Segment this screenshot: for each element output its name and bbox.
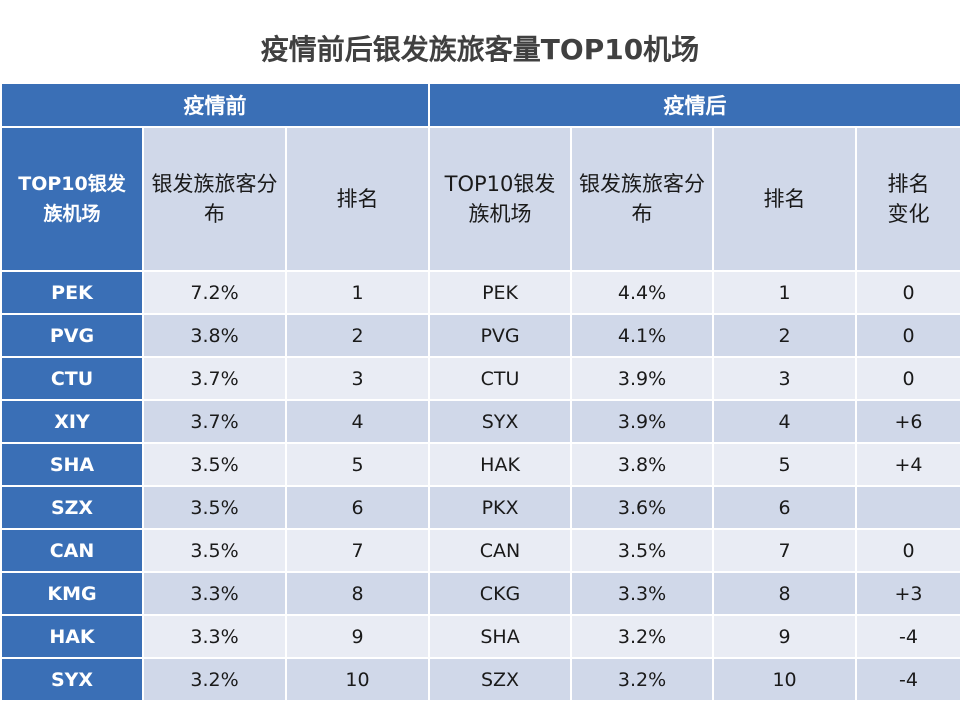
before-share-cell: 3.5% (142, 528, 287, 573)
after-share-cell: 3.5% (570, 528, 715, 573)
before-airport-cell: HAK (0, 614, 144, 659)
before-rank-cell: 5 (284, 442, 431, 487)
before-share-cell: 3.7% (142, 399, 287, 444)
page-title: 疫情前后银发族旅客量TOP10机场 (260, 33, 700, 66)
group-before: 疫情前 (0, 82, 431, 128)
after-share-cell: 3.3% (570, 571, 715, 616)
after-rank-cell: 2 (712, 313, 858, 358)
header-after-rank: 排名 (712, 126, 858, 272)
before-rank-cell: 3 (284, 356, 431, 401)
before-airport-cell: PEK (0, 270, 144, 315)
airport-ranking-table: 疫情前 疫情后 TOP10银发族机场 银发族旅客分布 排名 TOP10银发族机场… (0, 82, 960, 702)
after-airport-cell: HAK (428, 442, 573, 487)
before-share-cell: 3.8% (142, 313, 287, 358)
before-rank-cell: 4 (284, 399, 431, 444)
rank-change-cell: +6 (855, 399, 960, 444)
before-rank-cell: 1 (284, 270, 431, 315)
rank-change-cell: 0 (855, 528, 960, 573)
after-airport-cell: PEK (428, 270, 573, 315)
rank-change-cell: 0 (855, 313, 960, 358)
table-row: HAK 3.3% 9 SHA 3.2% 9 -4 (0, 614, 960, 659)
before-rank-cell: 2 (284, 313, 431, 358)
before-airport-cell: XIY (0, 399, 144, 444)
after-rank-cell: 8 (712, 571, 858, 616)
before-share-cell: 3.3% (142, 571, 287, 616)
before-airport-cell: SZX (0, 485, 144, 530)
table-row: SYX 3.2% 10 SZX 3.2% 10 -4 (0, 657, 960, 702)
after-share-cell: 3.9% (570, 356, 715, 401)
after-share-cell: 3.2% (570, 657, 715, 702)
before-rank-cell: 9 (284, 614, 431, 659)
before-airport-cell: PVG (0, 313, 144, 358)
table-row: PVG 3.8% 2 PVG 4.1% 2 0 (0, 313, 960, 358)
before-rank-cell: 6 (284, 485, 431, 530)
after-airport-cell: PVG (428, 313, 573, 358)
table-row: XIY 3.7% 4 SYX 3.9% 4 +6 (0, 399, 960, 444)
header-rank-change: 排名变化 (855, 126, 960, 272)
after-share-cell: 4.4% (570, 270, 715, 315)
before-airport-cell: SHA (0, 442, 144, 487)
after-airport-cell: SHA (428, 614, 573, 659)
after-share-cell: 3.2% (570, 614, 715, 659)
table-row: SZX 3.5% 6 PKX 3.6% 6 (0, 485, 960, 530)
header-after-share: 银发族旅客分布 (570, 126, 715, 272)
after-airport-cell: CAN (428, 528, 573, 573)
after-airport-cell: SZX (428, 657, 573, 702)
after-rank-cell: 7 (712, 528, 858, 573)
after-rank-cell: 1 (712, 270, 858, 315)
after-airport-cell: SYX (428, 399, 573, 444)
after-share-cell: 3.9% (570, 399, 715, 444)
group-header-row: 疫情前 疫情后 (0, 82, 960, 128)
before-share-cell: 3.5% (142, 485, 287, 530)
after-airport-cell: CKG (428, 571, 573, 616)
rank-change-cell: 0 (855, 356, 960, 401)
before-airport-cell: SYX (0, 657, 144, 702)
after-rank-cell: 9 (712, 614, 858, 659)
before-airport-cell: KMG (0, 571, 144, 616)
rank-change-cell: +3 (855, 571, 960, 616)
before-rank-cell: 8 (284, 571, 431, 616)
table-row: CAN 3.5% 7 CAN 3.5% 7 0 (0, 528, 960, 573)
before-rank-cell: 7 (284, 528, 431, 573)
after-rank-cell: 4 (712, 399, 858, 444)
header-after-airport: TOP10银发族机场 (428, 126, 573, 272)
group-after: 疫情后 (428, 82, 960, 128)
after-rank-cell: 6 (712, 485, 858, 530)
rank-change-cell: 0 (855, 270, 960, 315)
before-share-cell: 3.2% (142, 657, 287, 702)
column-header-row: TOP10银发族机场 银发族旅客分布 排名 TOP10银发族机场 银发族旅客分布… (0, 126, 960, 272)
before-share-cell: 3.7% (142, 356, 287, 401)
after-share-cell: 3.8% (570, 442, 715, 487)
table-row: PEK 7.2% 1 PEK 4.4% 1 0 (0, 270, 960, 315)
rank-change-cell (855, 485, 960, 530)
header-before-rank: 排名 (284, 126, 431, 272)
before-rank-cell: 10 (284, 657, 431, 702)
before-airport-cell: CAN (0, 528, 144, 573)
after-rank-cell: 5 (712, 442, 858, 487)
header-before-airport: TOP10银发族机场 (0, 126, 144, 272)
after-rank-cell: 10 (712, 657, 858, 702)
rank-change-cell: -4 (855, 614, 960, 659)
after-rank-cell: 3 (712, 356, 858, 401)
header-before-share: 银发族旅客分布 (142, 126, 287, 272)
after-airport-cell: PKX (428, 485, 573, 530)
table-row: KMG 3.3% 8 CKG 3.3% 8 +3 (0, 571, 960, 616)
after-share-cell: 3.6% (570, 485, 715, 530)
table-row: CTU 3.7% 3 CTU 3.9% 3 0 (0, 356, 960, 401)
rank-change-cell: +4 (855, 442, 960, 487)
after-airport-cell: CTU (428, 356, 573, 401)
rank-change-cell: -4 (855, 657, 960, 702)
before-airport-cell: CTU (0, 356, 144, 401)
before-share-cell: 3.5% (142, 442, 287, 487)
after-share-cell: 4.1% (570, 313, 715, 358)
table-row: SHA 3.5% 5 HAK 3.8% 5 +4 (0, 442, 960, 487)
before-share-cell: 3.3% (142, 614, 287, 659)
before-share-cell: 7.2% (142, 270, 287, 315)
